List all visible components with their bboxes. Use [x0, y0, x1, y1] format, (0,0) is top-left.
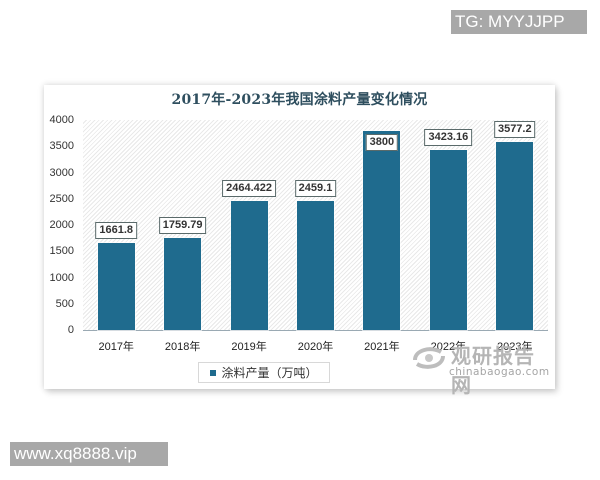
bar: [164, 237, 202, 330]
y-tick-label: 4000: [49, 114, 74, 126]
data-label: 3800: [365, 133, 399, 151]
data-label: 1661.8: [95, 221, 138, 239]
bar: [230, 200, 268, 330]
data-label: 2464.422: [222, 179, 277, 197]
x-tick-label: 2019年: [231, 341, 267, 353]
x-tick-label: 2020年: [297, 341, 334, 353]
bar: [297, 200, 334, 330]
y-tick-label: 500: [55, 297, 74, 310]
legend-label: 涂料产量（万吨）: [221, 366, 318, 380]
x-tick-label: 2021年: [364, 341, 400, 353]
swirl-logo-icon: [413, 347, 445, 369]
data-label: 3423.16: [424, 129, 473, 147]
brand-domain: chinabaogao.com: [449, 366, 550, 378]
y-tick-label: 3500: [49, 140, 74, 153]
y-tick-label: 1500: [49, 245, 74, 258]
y-tick-label: 2000: [49, 219, 74, 231]
data-label: 1759.79: [158, 216, 207, 234]
chart-container: 2017年-2023年我国涂料产量变化情况 4000 3500 3000 2500 20…: [44, 85, 555, 397]
y-tick-label: 1000: [49, 271, 74, 284]
y-tick-label: 0: [67, 324, 74, 336]
x-tick-label: 2023年: [497, 341, 533, 353]
bar: [496, 142, 534, 330]
legend: 涂料产量（万吨）: [198, 362, 330, 383]
x-tick-label: 2017年: [98, 341, 134, 353]
bar: [363, 130, 401, 330]
legend-swatch: [210, 369, 217, 376]
watermark-bottom-left: www.xq8888.vip: [10, 442, 168, 466]
brand-watermark: 观研报告网 chinabaogao.com: [409, 340, 550, 397]
x-tick-label: 2018年: [164, 341, 201, 353]
chart-title: 2017年-2023年我国涂料产量变化情况: [171, 92, 428, 108]
y-tick-label: 2500: [49, 192, 74, 205]
y-tick-label: 3000: [49, 166, 74, 179]
data-label: 2459.1: [294, 179, 337, 197]
bar: [429, 150, 467, 330]
data-label: 3577.2: [493, 121, 536, 139]
watermark-top-right: TG: MYYJJPP: [451, 10, 587, 34]
bar: [97, 242, 135, 330]
brand-name: 观研报告网: [451, 344, 535, 397]
x-axis-line: [83, 330, 548, 331]
